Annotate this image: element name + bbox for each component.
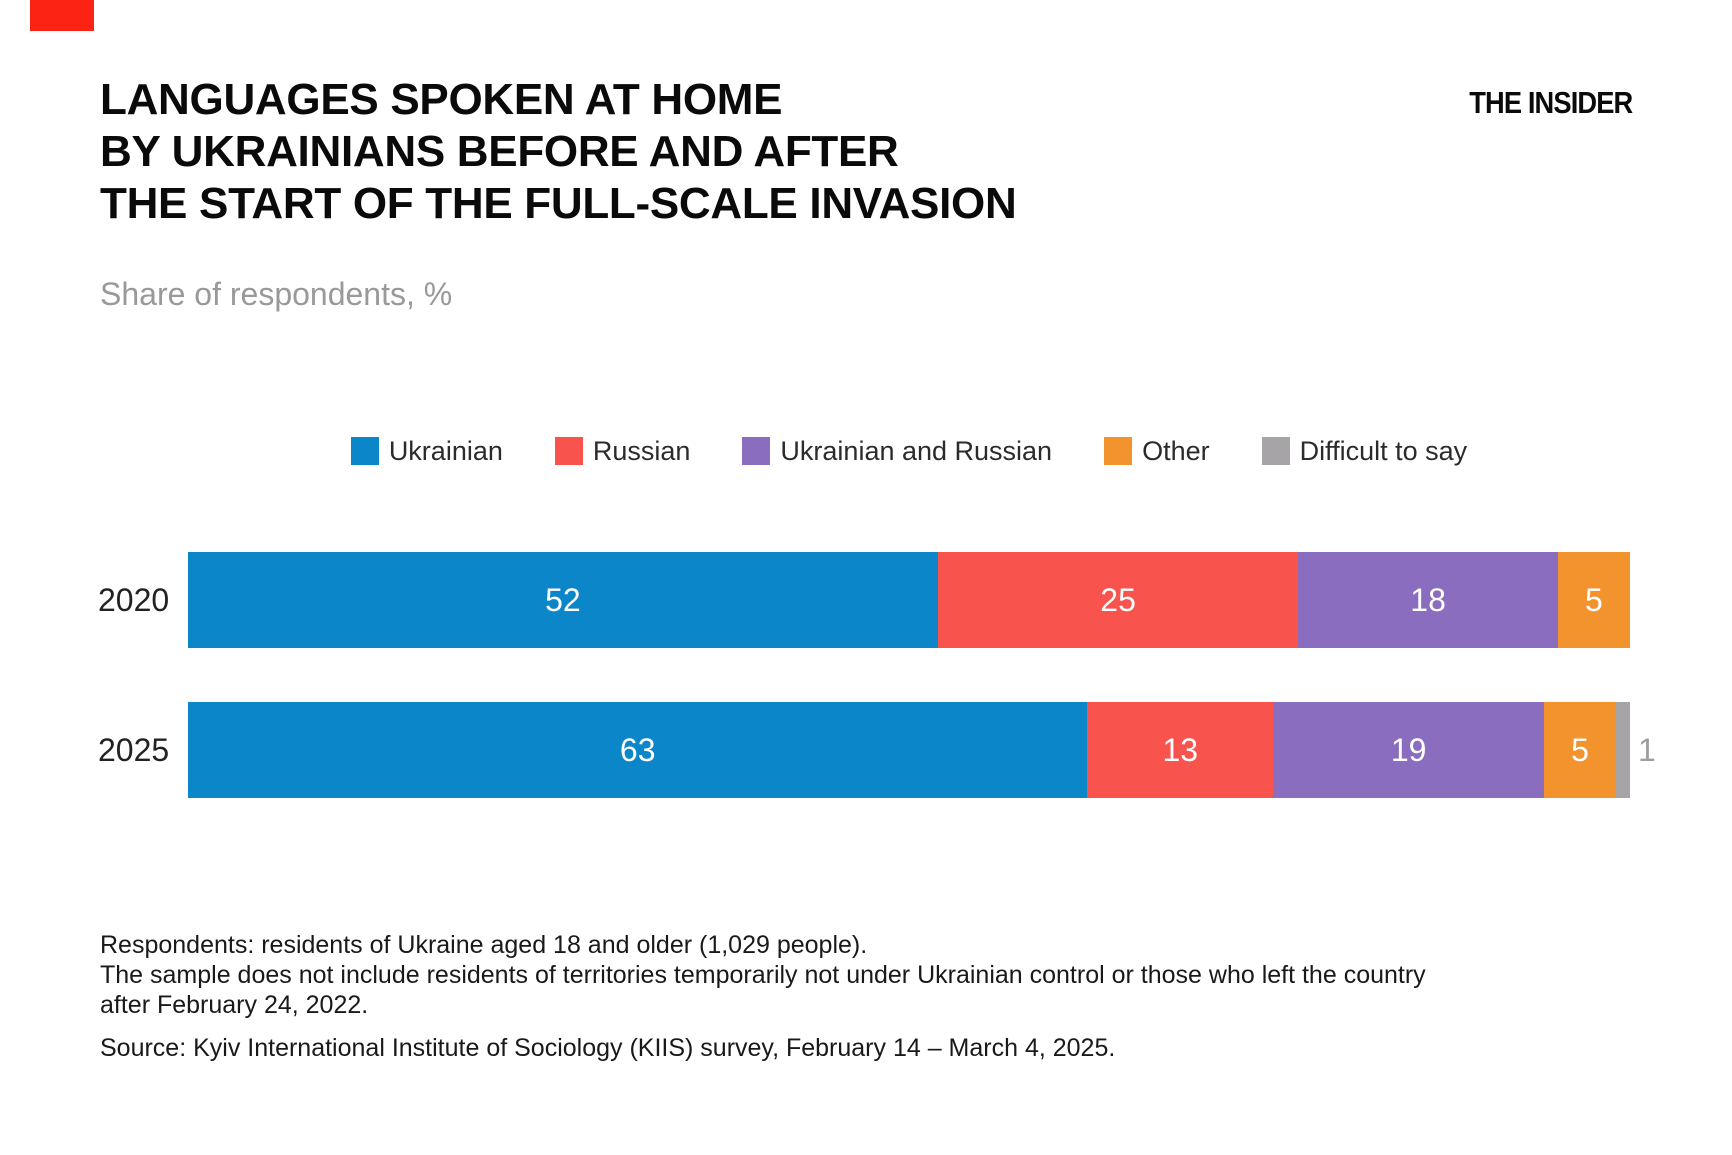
bar-segment-ukrainian-and-russian-2020: 18 — [1298, 552, 1558, 648]
legend-swatch-other — [1104, 437, 1133, 465]
chart-title-line-3: THE START OF THE FULL-SCALE INVASION — [100, 179, 1017, 228]
legend-swatch-russian — [554, 437, 583, 465]
bar-segment-ukrainian-and-russian-2025: 19 — [1273, 702, 1545, 798]
respondents-note-line-2: The sample does not include residents of… — [100, 961, 1426, 989]
bar-segment-russian-2020: 25 — [937, 552, 1299, 648]
legend-item-russian: Russian — [554, 435, 691, 467]
legend-item-ukrainian-and-russian: Ukrainian and Russian — [742, 436, 1052, 467]
legend-label: Difficult to say — [1299, 435, 1468, 466]
chart-title-line-1: LANGUAGES SPOKEN AT HOME — [100, 75, 783, 124]
respondents-note: Respondents: residents of Ukraine aged 1… — [100, 930, 1426, 1020]
segment-value-label: 52 — [545, 581, 581, 618]
source-note: Source: Kyiv International Institute of … — [100, 1034, 1116, 1062]
chart-legend: Ukrainian Russian Ukrainian and Russian Oth… — [188, 434, 1630, 468]
bar-segment-russian-2025: 13 — [1087, 702, 1274, 798]
bar-2020: 52 25 18 5 — [188, 552, 1630, 648]
bar-2025: 63 13 19 5 — [188, 702, 1630, 798]
legend-swatch-ukrainian — [350, 437, 379, 465]
legend-label: Ukrainian — [388, 435, 503, 466]
legend-swatch-ukrainian-and-russian — [742, 437, 771, 465]
chart-subtitle: Share of respondents, % — [100, 276, 453, 312]
legend-item-ukrainian: Ukrainian — [350, 435, 503, 467]
chart-row-2025: 2025 1 63 13 19 5 — [0, 702, 1732, 798]
year-label-2025: 2025 — [98, 731, 170, 768]
segment-value-label: 25 — [1100, 581, 1136, 618]
segment-value-label: 5 — [1571, 731, 1589, 768]
segment-value-label: 19 — [1390, 731, 1427, 768]
legend-swatch-difficult-to-say — [1261, 437, 1290, 465]
chart-row-2020: 2020 52 25 18 5 — [0, 552, 1732, 648]
stacked-bar-chart: 2020 52 25 18 5 2025 1 63 13 19 5 — [0, 552, 1732, 812]
bar-segment-other-2025: 5 — [1544, 702, 1616, 798]
brand-red-mark — [30, 0, 94, 31]
respondents-note-line-3: after February 24, 2022. — [100, 991, 369, 1019]
legend-item-other: Other — [1104, 436, 1210, 467]
respondents-note-line-1: Respondents: residents of Ukraine aged 1… — [100, 931, 868, 959]
bar-segment-ukrainian-2020: 52 — [188, 552, 938, 648]
legend-item-difficult-to-say: Difficult to say — [1261, 435, 1468, 467]
segment-value-label-outside: 1 — [1638, 731, 1656, 768]
segment-value-label: 63 — [619, 731, 656, 768]
legend-label: Ukrainian and Russian — [780, 435, 1053, 466]
chart-title-line-2: BY UKRAINIANS BEFORE AND AFTER — [100, 127, 899, 176]
legend-label: Russian — [592, 435, 691, 466]
segment-value-label: 18 — [1410, 581, 1446, 618]
legend-label: Other — [1142, 435, 1210, 466]
bar-segment-other-2020: 5 — [1557, 552, 1630, 648]
year-label-2020: 2020 — [98, 581, 170, 618]
bar-segment-difficult-to-say-2025 — [1615, 702, 1630, 798]
chart-title: LANGUAGES SPOKEN AT HOME BY UKRAINIANS B… — [100, 74, 1017, 230]
segment-value-label: 13 — [1162, 731, 1199, 768]
segment-value-label: 5 — [1585, 581, 1603, 618]
bar-segment-ukrainian-2025: 63 — [188, 702, 1088, 798]
publisher-logo: THE INSIDER — [1468, 85, 1633, 120]
